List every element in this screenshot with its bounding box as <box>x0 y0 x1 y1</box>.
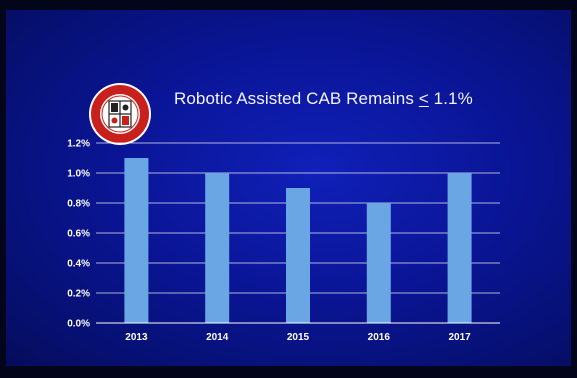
y-tick-label: 0.0% <box>67 319 90 330</box>
title-prefix: Robotic Assisted CAB Remains <box>174 89 419 108</box>
bar <box>366 203 391 323</box>
society-seal-icon <box>89 83 151 145</box>
x-tick-label: 2014 <box>206 332 229 343</box>
slide-title: Robotic Assisted CAB Remains < 1.1% <box>174 89 473 109</box>
x-tick-label: 2017 <box>448 332 471 343</box>
bar <box>447 173 472 323</box>
bar <box>205 173 230 323</box>
bar <box>124 158 149 323</box>
x-tick-label: 2013 <box>125 332 148 343</box>
y-tick-label: 1.0% <box>67 169 90 180</box>
title-suffix: 1.1% <box>428 89 473 108</box>
y-tick-label: 0.2% <box>67 289 90 300</box>
y-tick-label: 1.2% <box>67 139 90 150</box>
bar <box>286 188 310 323</box>
title-symbol: < <box>418 89 429 108</box>
x-tick-label: 2015 <box>287 332 310 343</box>
y-tick-label: 0.4% <box>67 259 90 270</box>
x-tick-label: 2016 <box>368 332 391 343</box>
y-tick-label: 0.6% <box>67 229 90 240</box>
y-tick-label: 0.8% <box>67 199 90 210</box>
